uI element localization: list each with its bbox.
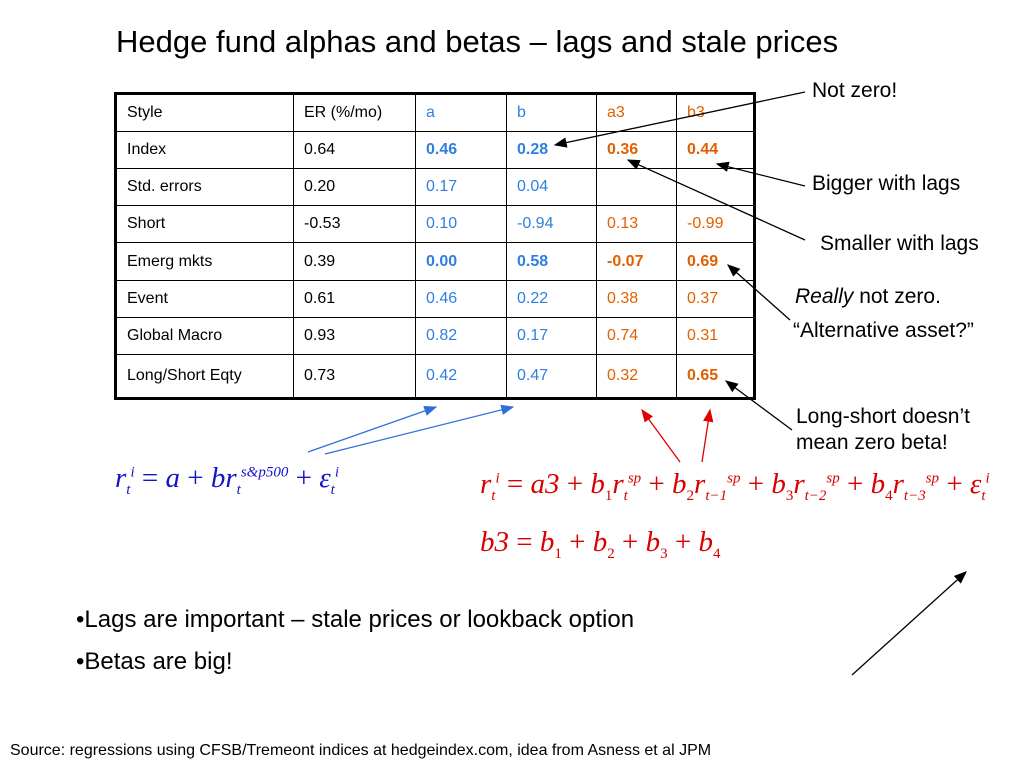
cell-b: 0.17 xyxy=(506,317,597,355)
cell-style: Long/Short Eqty xyxy=(115,354,294,399)
table-row: Emerg mkts 0.39 0.00 0.58 -0.07 0.69 xyxy=(115,242,755,281)
cell-style: Index xyxy=(115,131,294,169)
arrow-smaller-with-lags xyxy=(626,159,806,241)
cell-a3: 0.74 xyxy=(596,317,677,355)
arrow-not-zero xyxy=(553,91,806,148)
cell-a: 0.00 xyxy=(415,242,507,281)
cell-b3: 0.65 xyxy=(676,354,755,399)
bullet-betas-big: •Betas are big! xyxy=(76,648,233,675)
header-a: a xyxy=(415,93,507,132)
arrow-eq-to-b xyxy=(324,404,515,455)
annotation-really-italic: Really xyxy=(795,285,854,308)
annotation-not-zero: Not zero! xyxy=(812,79,898,102)
cell-b: -0.94 xyxy=(506,205,597,243)
table-row: Long/Short Eqty 0.73 0.42 0.47 0.32 0.65 xyxy=(115,354,755,399)
cell-b3: 0.44 xyxy=(676,131,755,169)
cell-er: 0.73 xyxy=(293,354,416,399)
single-factor-equation: rti = a + brts&p500 + εti xyxy=(115,462,339,498)
cell-er: -0.53 xyxy=(293,205,416,243)
arrow-really-not-zero xyxy=(727,264,791,321)
slide-title: Hedge fund alphas and betas – lags and s… xyxy=(116,24,839,59)
cell-a3: -0.07 xyxy=(596,242,677,281)
arrow-eq-to-b3 xyxy=(701,408,714,463)
arrow-to-b3-sum xyxy=(851,571,967,676)
cell-a: 0.17 xyxy=(415,168,507,206)
cell-style: Short xyxy=(115,205,294,243)
arrow-eq-to-a xyxy=(307,405,438,453)
cell-b: 0.47 xyxy=(506,354,597,399)
bullet-lags-important: •Lags are important – stale prices or lo… xyxy=(76,606,635,633)
cell-a3: 0.13 xyxy=(596,205,677,243)
cell-er: 0.61 xyxy=(293,280,416,318)
cell-er: 0.39 xyxy=(293,242,416,281)
cell-a3: 0.32 xyxy=(596,354,677,399)
annotation-long-short-line2: mean zero beta! xyxy=(796,431,948,454)
cell-a3: 0.38 xyxy=(596,280,677,318)
regression-table: Style ER (%/mo) a b a3 b3 Index 0.64 0.4… xyxy=(114,92,756,400)
cell-b: 0.28 xyxy=(506,131,597,169)
cell-b3: 0.31 xyxy=(676,317,755,355)
annotation-really-not-zero: Really not zero. xyxy=(795,284,941,310)
table-row: Index 0.64 0.46 0.28 0.36 0.44 xyxy=(115,131,755,169)
cell-b3: -0.99 xyxy=(676,205,755,243)
table-row: Event 0.61 0.46 0.22 0.38 0.37 xyxy=(115,280,755,318)
annotation-long-short-line1: Long-short doesn’t xyxy=(796,405,970,428)
cell-b: 0.58 xyxy=(506,242,597,281)
cell-a: 0.42 xyxy=(415,354,507,399)
annotation-alternative-asset: “Alternative asset?” xyxy=(793,319,974,342)
arrow-eq-to-a3 xyxy=(641,408,681,463)
annotation-bigger-with-lags: Bigger with lags xyxy=(812,172,961,195)
cell-b: 0.04 xyxy=(506,168,597,206)
source-note: Source: regressions using CFSB/Tremeont … xyxy=(10,742,712,759)
cell-er: 0.20 xyxy=(293,168,416,206)
cell-style: Event xyxy=(115,280,294,318)
annotation-smaller-with-lags: Smaller with lags xyxy=(820,232,979,255)
lagged-factor-equation: rti = a3 + b1rtsp + b2rt−1sp + b3rt−2sp … xyxy=(480,468,990,504)
cell-b3: 0.69 xyxy=(676,242,755,281)
arrow-bigger-with-lags xyxy=(715,161,806,187)
b3-sum-equation: b3 = b1 + b2 + b3 + b4 xyxy=(480,526,721,562)
table-row: Global Macro 0.93 0.82 0.17 0.74 0.31 xyxy=(115,317,755,355)
cell-er: 0.93 xyxy=(293,317,416,355)
cell-er: 0.64 xyxy=(293,131,416,169)
annotation-really-rest: not zero. xyxy=(853,285,941,308)
cell-b3: 0.37 xyxy=(676,280,755,318)
cell-style: Emerg mkts xyxy=(115,242,294,281)
arrow-long-short xyxy=(724,380,793,431)
